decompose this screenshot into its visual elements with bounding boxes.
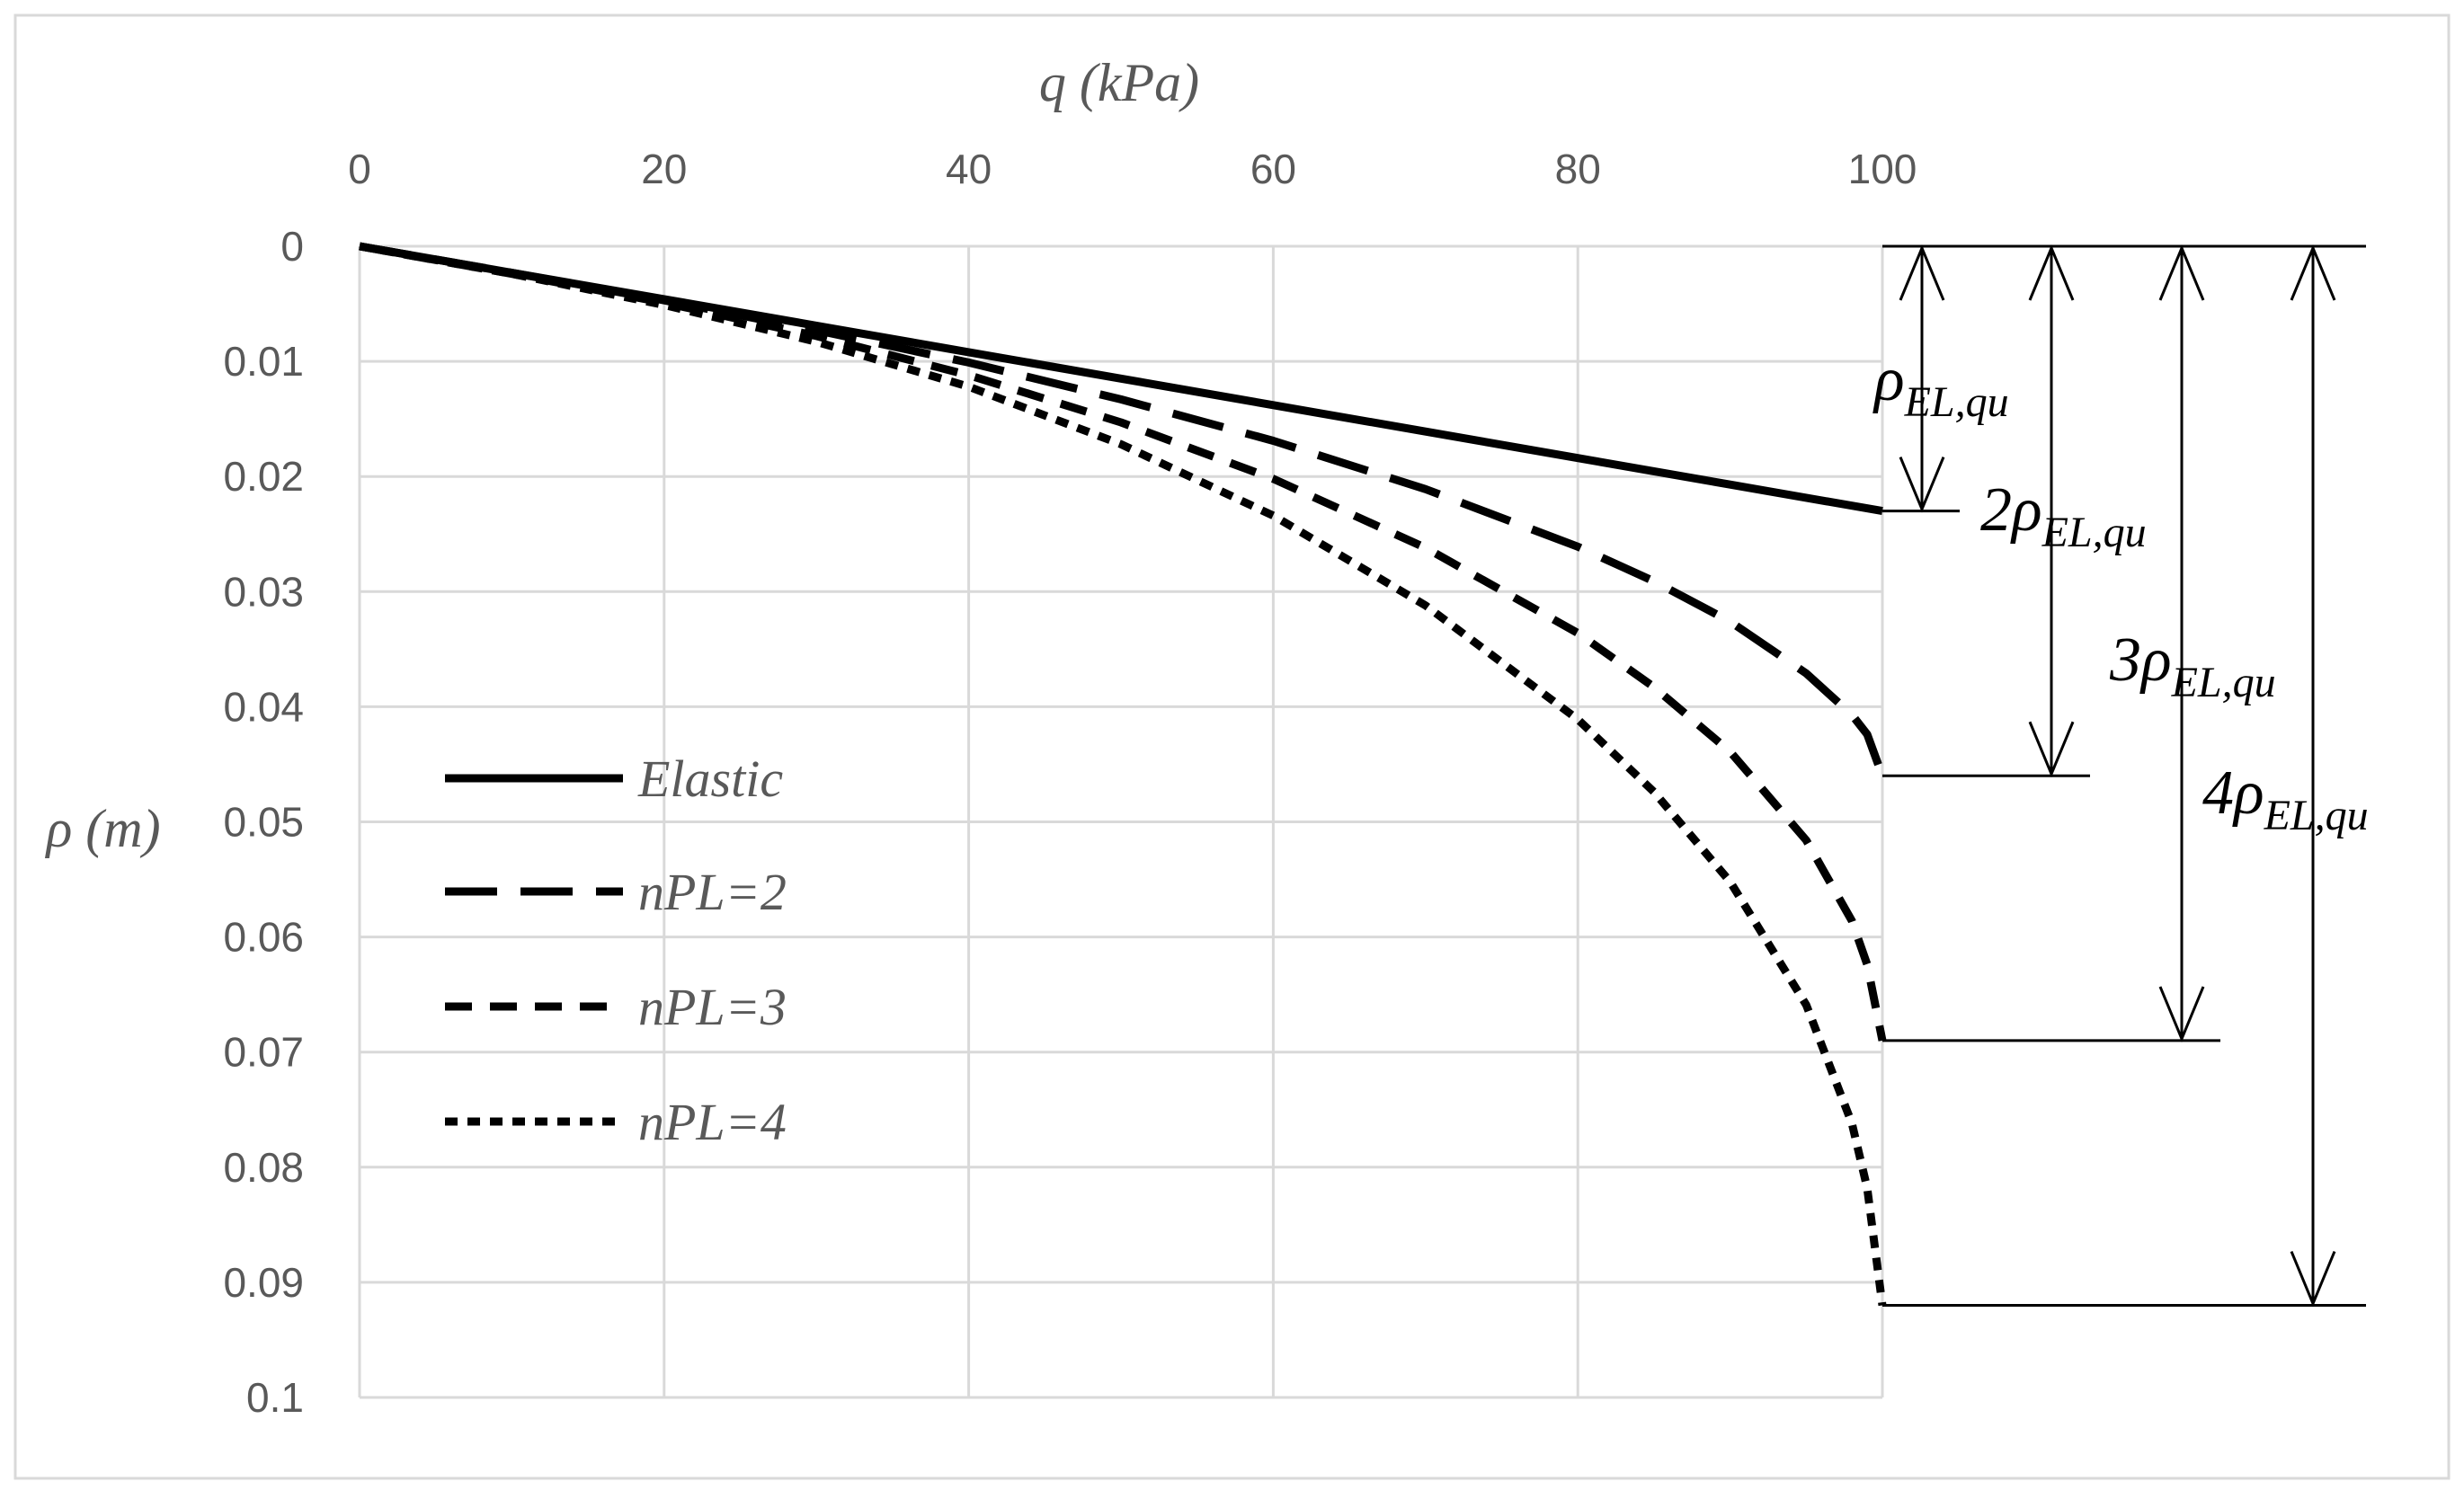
y-tick-label: 0.08 [223, 1144, 304, 1191]
chart-border [13, 13, 2451, 1480]
y-tick-labels: 0 0.01 0.02 0.03 0.04 0.05 0.06 0.07 0.08 0.09 0.1 [223, 223, 304, 1421]
reference-label-subscript: EL,qu [1904, 378, 2009, 426]
dimension-arrowhead-top [2290, 244, 2336, 301]
series-line-npl-2 [359, 242, 1887, 777]
reference-label-main: 3ρ [2109, 625, 2172, 695]
series-lines [359, 242, 1887, 1307]
x-tick-labels: 0 20 40 60 80 100 [348, 146, 1917, 192]
legend-label: nPL=3 [638, 978, 787, 1036]
x-tick-label: 20 [641, 146, 687, 192]
y-tick-label: 0.04 [223, 683, 304, 730]
legend-label: nPL=2 [638, 863, 787, 921]
reference-label: 4ρEL,qu [2202, 758, 2369, 839]
reference-label: 2ρEL,qu [1980, 475, 2147, 556]
x-tick-label: 100 [1848, 146, 1917, 192]
dimension-arrowhead-top [2158, 244, 2205, 301]
grid [358, 244, 1884, 1399]
y-tick-label: 0.01 [223, 338, 304, 385]
reference-label-main: 4ρ [2202, 758, 2264, 828]
y-tick-label: 0.1 [246, 1374, 304, 1421]
y-tick-label: 0.07 [223, 1029, 304, 1076]
reference-label-main: ρ [1872, 345, 1905, 414]
x-tick-label: 60 [1250, 146, 1296, 192]
y-tick-label: 0.06 [223, 914, 304, 961]
reference-label: 3ρEL,qu [2109, 625, 2276, 706]
series-line-npl-4 [359, 242, 1887, 1307]
y-tick-label: 0.03 [223, 568, 304, 615]
legend-label: nPL=4 [638, 1093, 787, 1151]
y-tick-label: 0 [280, 223, 304, 270]
dimension-arrowhead-bottom [2290, 1250, 2336, 1308]
dimension-arrowhead-top [1899, 244, 1945, 301]
y-tick-label: 0.05 [223, 799, 304, 846]
legend-label: Elastic [637, 750, 783, 808]
reference-label-subscript: EL,qu [2171, 659, 2276, 706]
y-tick-label: 0.09 [223, 1259, 304, 1306]
x-axis-title: q (kPa) [1039, 53, 1199, 112]
y-axis-title: ρ (m) [44, 799, 160, 858]
dimension-arrowhead-bottom [2158, 986, 2205, 1042]
y-tick-label: 0.02 [223, 453, 304, 500]
dimension-arrowhead-top [2028, 244, 2075, 301]
reference-label-subscript: EL,qu [2264, 792, 2369, 839]
x-tick-label: 0 [348, 146, 371, 192]
dimension-arrowhead-bottom [2028, 721, 2075, 778]
reference-label: ρEL,qu [1872, 345, 2009, 426]
reference-label-subscript: EL,qu [2041, 509, 2147, 556]
dimension-arrowhead-bottom [1899, 457, 1945, 513]
reference-label-main: 2ρ [1980, 475, 2042, 545]
x-tick-label: 40 [946, 146, 992, 192]
x-tick-label: 80 [1555, 146, 1601, 192]
legend: Elastic nPL=2 nPL=3 nPL=4 [445, 750, 787, 1151]
